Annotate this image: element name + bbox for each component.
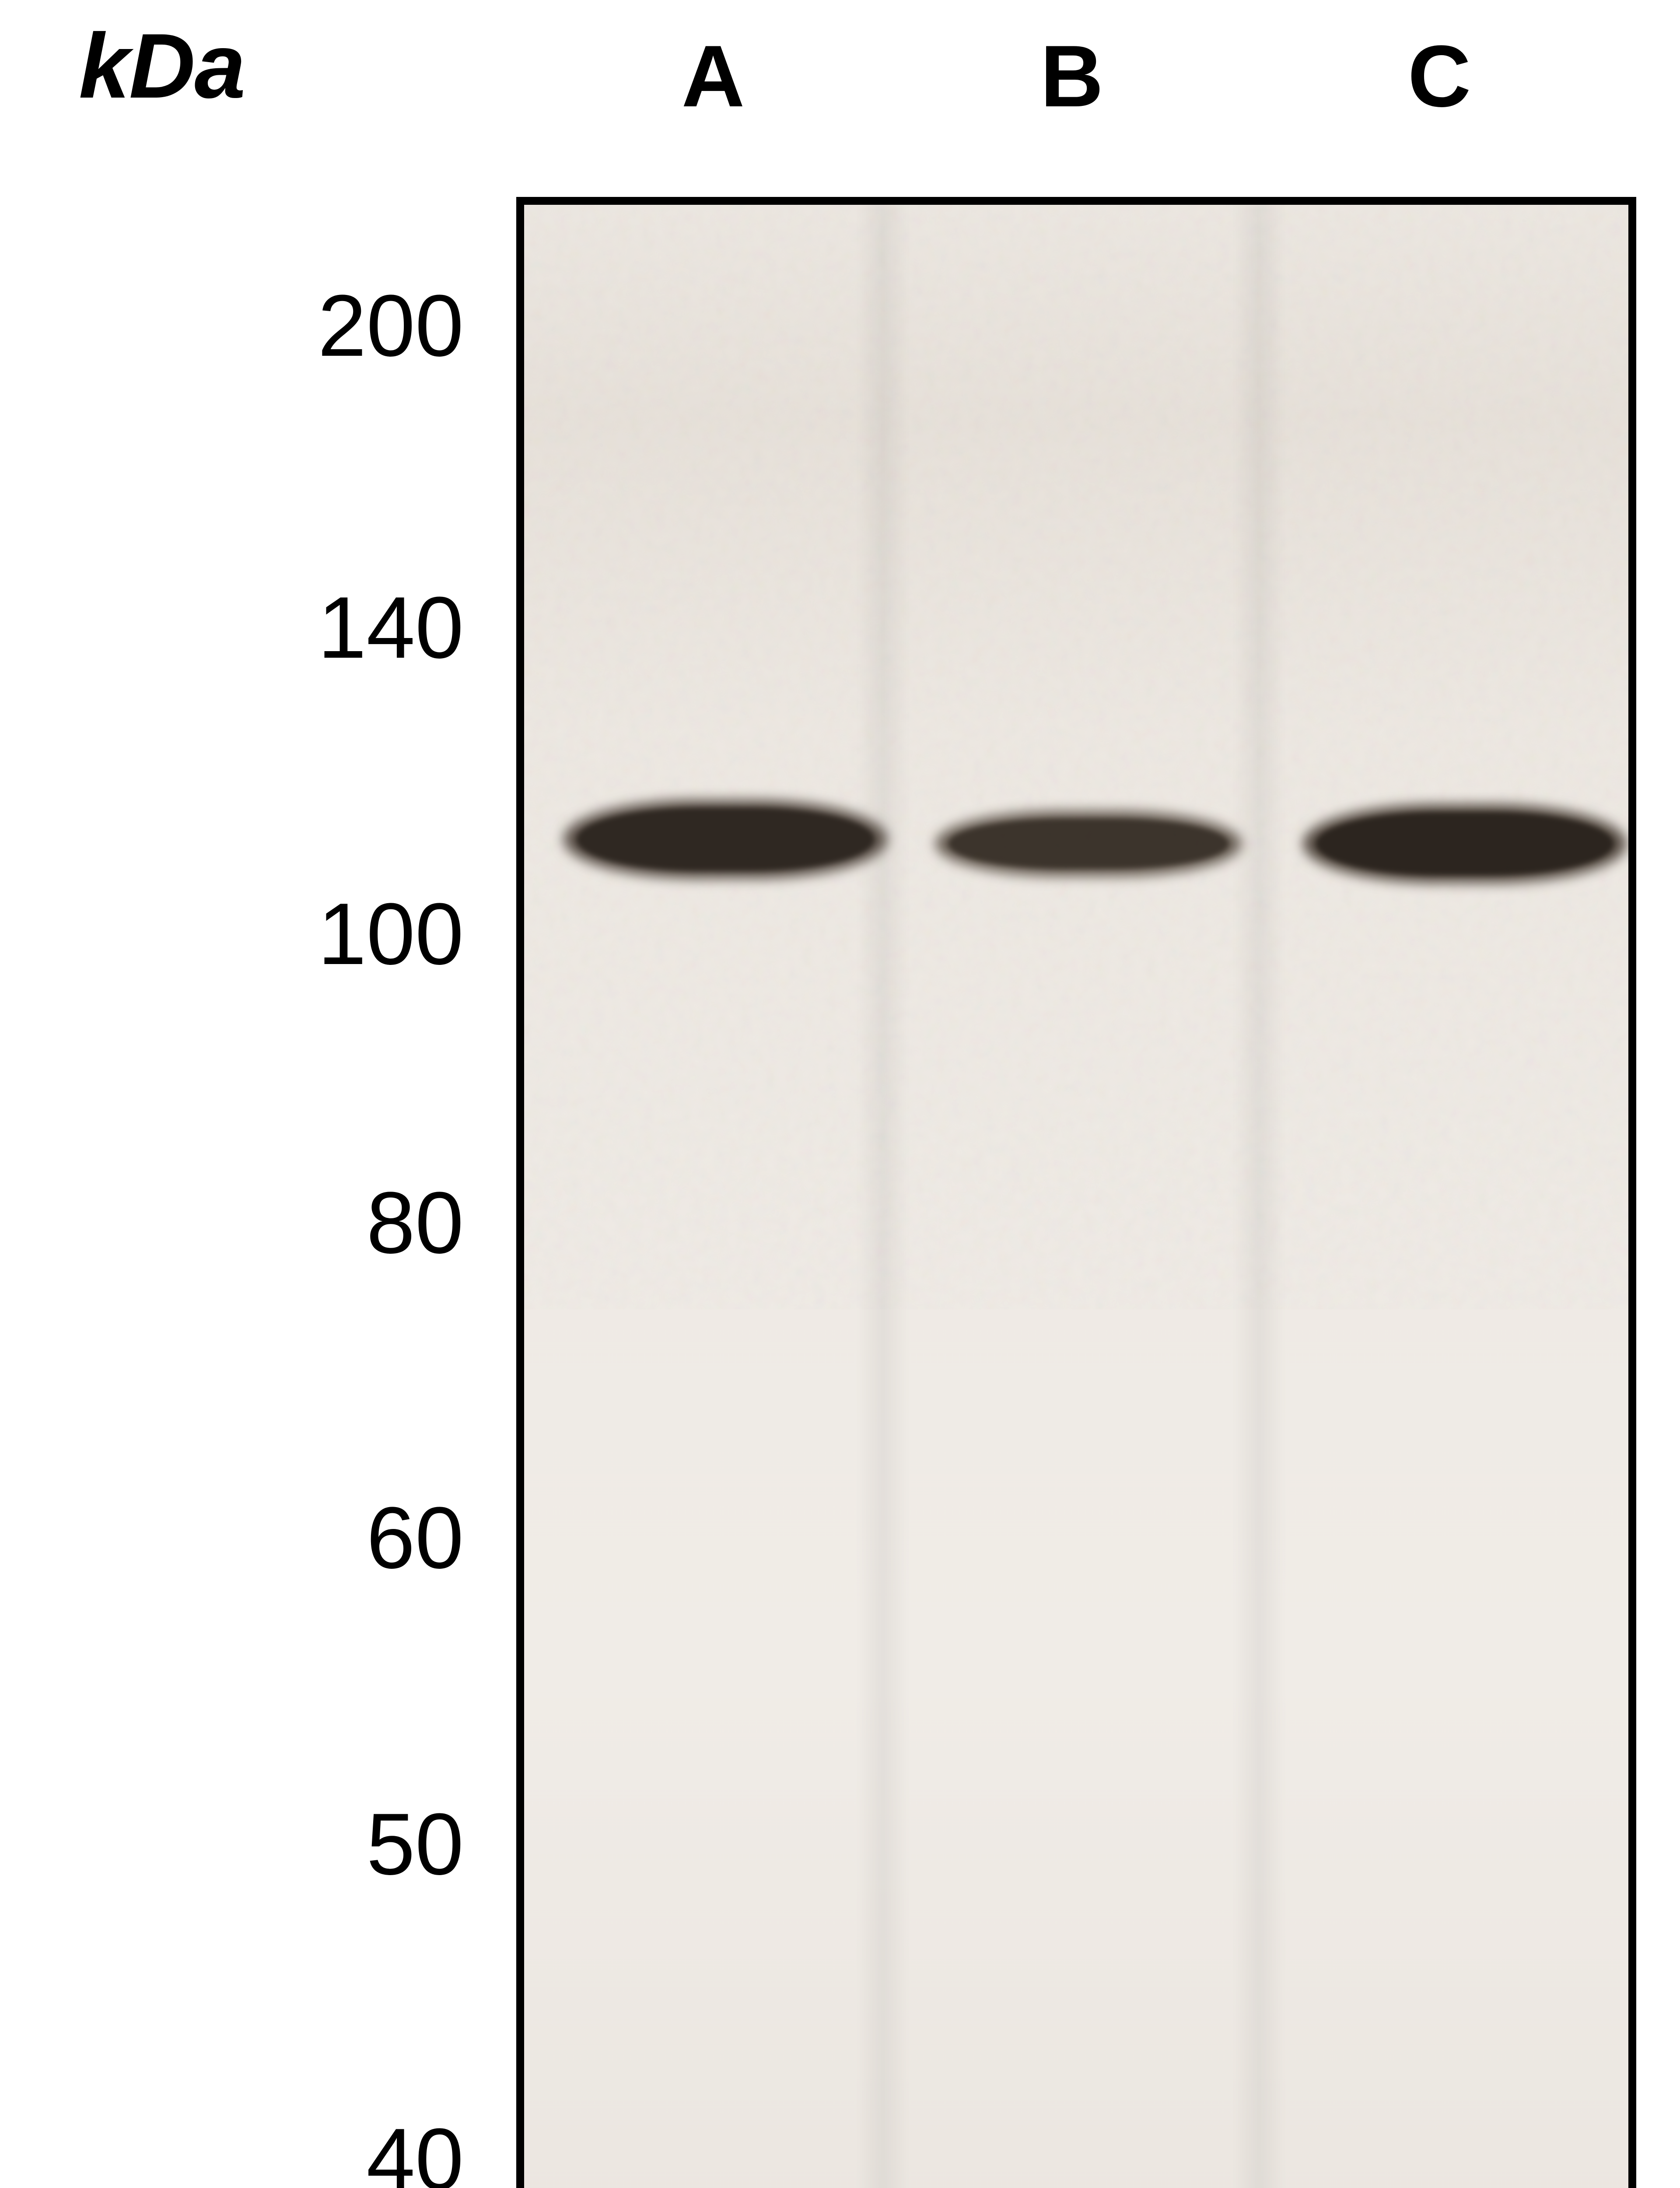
tick-60: 60 [0,1488,464,1588]
lane-divider-1 [857,205,909,2188]
tick-140: 140 [0,578,464,678]
band-core-lane-c [1316,812,1614,875]
lane-label-a: A [648,26,779,127]
membrane-noise-overlay [524,205,1628,1309]
blot-membrane-background [524,205,1628,2188]
band-core-lane-b [948,819,1228,869]
lane-label-c: C [1374,26,1505,127]
band-core-lane-a [577,808,874,871]
tick-100: 100 [0,884,464,985]
axis-unit-label: kDa [79,13,245,119]
lane-label-b: B [1006,26,1138,127]
tick-200: 200 [0,276,464,376]
tick-80: 80 [0,1173,464,1273]
tick-40: 40 [0,2109,464,2188]
blot-frame [516,197,1636,2188]
tick-50: 50 [0,1794,464,1895]
lane-divider-2 [1233,205,1285,2188]
western-blot-figure: kDa ABC 200140100806050403020 [0,0,1680,2188]
